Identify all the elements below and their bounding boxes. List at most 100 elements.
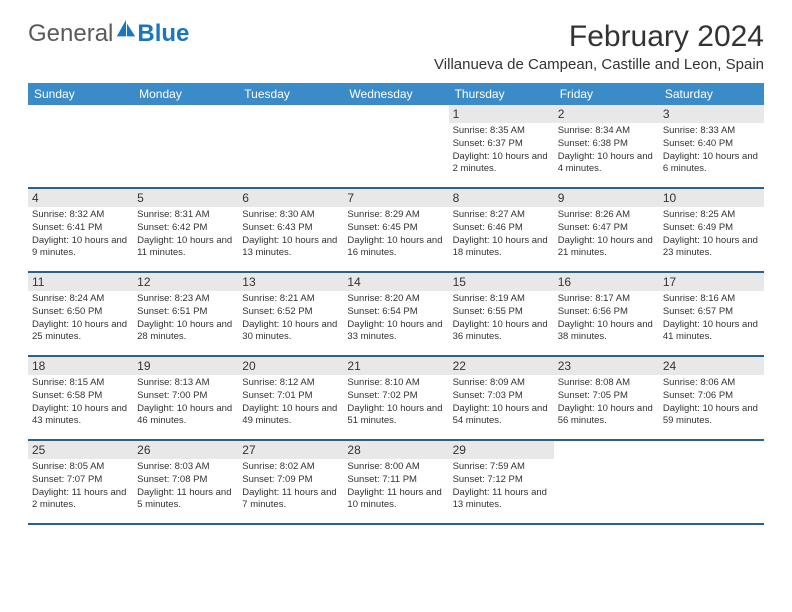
day-number-band: 20: [238, 357, 343, 375]
day-info: Sunrise: 8:12 AMSunset: 7:01 PMDaylight:…: [242, 377, 339, 428]
day-number: 2: [558, 107, 655, 121]
day-number-band: 2: [554, 105, 659, 123]
logo: General Blue: [28, 20, 189, 48]
day-number: 29: [453, 443, 550, 457]
week-row: 18 Sunrise: 8:15 AMSunset: 6:58 PMDayligh…: [28, 357, 764, 441]
day-info: Sunrise: 8:09 AMSunset: 7:03 PMDaylight:…: [453, 377, 550, 428]
day-cell: 26 Sunrise: 8:03 AMSunset: 7:08 PMDayligh…: [133, 441, 238, 523]
day-info: Sunrise: 8:15 AMSunset: 6:58 PMDaylight:…: [32, 377, 129, 428]
day-cell: 4Sunrise: 8:32 AMSunset: 6:41 PMDaylight…: [28, 189, 133, 271]
day-number: 28: [347, 443, 444, 457]
day-number: 5: [137, 191, 234, 205]
day-cell: 12 Sunrise: 8:23 AMSunset: 6:51 PMDayligh…: [133, 273, 238, 355]
day-number: 4: [32, 191, 129, 205]
day-cell: 3 Sunrise: 8:33 AMSunset: 6:40 PMDaylight…: [659, 105, 764, 187]
weekday-header-row: SundayMondayTuesdayWednesdayThursdayFrid…: [28, 83, 764, 105]
weeks-container: 1Sunrise: 8:35 AMSunset: 6:37 PMDaylight…: [28, 105, 764, 525]
day-number-band: 9: [554, 189, 659, 207]
logo-text-general: General: [28, 20, 113, 48]
weekday-header: Wednesday: [343, 83, 448, 105]
day-number: 21: [347, 359, 444, 373]
day-number: 6: [242, 191, 339, 205]
day-info: Sunrise: 8:30 AMSunset: 6:43 PMDaylight:…: [242, 209, 339, 260]
day-cell: 21 Sunrise: 8:10 AMSunset: 7:02 PMDayligh…: [343, 357, 448, 439]
day-number: 14: [347, 275, 444, 289]
day-info: Sunrise: 8:20 AMSunset: 6:54 PMDaylight:…: [347, 293, 444, 344]
day-number: 13: [242, 275, 339, 289]
day-number-band: 4: [28, 189, 133, 207]
day-cell: 11 Sunrise: 8:24 AMSunset: 6:50 PMDayligh…: [28, 273, 133, 355]
day-number: 8: [453, 191, 550, 205]
day-number: 16: [558, 275, 655, 289]
week-row: 4Sunrise: 8:32 AMSunset: 6:41 PMDaylight…: [28, 189, 764, 273]
day-number-band: 24: [659, 357, 764, 375]
day-number: 27: [242, 443, 339, 457]
day-number-band: 16: [554, 273, 659, 291]
day-info: Sunrise: 8:10 AMSunset: 7:02 PMDaylight:…: [347, 377, 444, 428]
day-cell: 25Sunrise: 8:05 AMSunset: 7:07 PMDayligh…: [28, 441, 133, 523]
day-info: Sunrise: 8:02 AMSunset: 7:09 PMDaylight:…: [242, 461, 339, 512]
empty-day-cell: [343, 105, 448, 187]
empty-day-cell: [554, 441, 659, 523]
calendar-grid: SundayMondayTuesdayWednesdayThursdayFrid…: [28, 83, 764, 525]
day-number-band: 26: [133, 441, 238, 459]
day-number-band: 21: [343, 357, 448, 375]
day-info: Sunrise: 8:35 AMSunset: 6:37 PMDaylight:…: [453, 125, 550, 176]
day-info: Sunrise: 8:19 AMSunset: 6:55 PMDaylight:…: [453, 293, 550, 344]
week-row: 1Sunrise: 8:35 AMSunset: 6:37 PMDaylight…: [28, 105, 764, 189]
day-number-band: 19: [133, 357, 238, 375]
month-title: February 2024: [434, 20, 764, 54]
day-number-band: 15: [449, 273, 554, 291]
day-info: Sunrise: 8:27 AMSunset: 6:46 PMDaylight:…: [453, 209, 550, 260]
empty-day-cell: [133, 105, 238, 187]
day-number: 23: [558, 359, 655, 373]
day-cell: 13Sunrise: 8:21 AMSunset: 6:52 PMDayligh…: [238, 273, 343, 355]
day-number-band: 5: [133, 189, 238, 207]
weekday-header: Thursday: [449, 83, 554, 105]
day-info: Sunrise: 8:31 AMSunset: 6:42 PMDaylight:…: [137, 209, 234, 260]
empty-day-cell: [659, 441, 764, 523]
day-number-band: 10: [659, 189, 764, 207]
day-info: Sunrise: 8:24 AMSunset: 6:50 PMDaylight:…: [32, 293, 129, 344]
day-cell: 27 Sunrise: 8:02 AMSunset: 7:09 PMDayligh…: [238, 441, 343, 523]
title-block: February 2024 Villanueva de Campean, Cas…: [434, 20, 764, 73]
day-number: 15: [453, 275, 550, 289]
day-number: 10: [663, 191, 760, 205]
day-number-band: 25: [28, 441, 133, 459]
day-number: 11: [32, 275, 129, 289]
day-cell: 28Sunrise: 8:00 AMSunset: 7:11 PMDayligh…: [343, 441, 448, 523]
week-row: 11 Sunrise: 8:24 AMSunset: 6:50 PMDayligh…: [28, 273, 764, 357]
week-row: 25Sunrise: 8:05 AMSunset: 7:07 PMDayligh…: [28, 441, 764, 525]
day-number-band: 11: [28, 273, 133, 291]
day-cell: 17Sunrise: 8:16 AMSunset: 6:57 PMDayligh…: [659, 273, 764, 355]
day-number: 22: [453, 359, 550, 373]
day-cell: 24Sunrise: 8:06 AMSunset: 7:06 PMDayligh…: [659, 357, 764, 439]
day-info: Sunrise: 8:26 AMSunset: 6:47 PMDaylight:…: [558, 209, 655, 260]
weekday-header: Friday: [554, 83, 659, 105]
day-cell: 15 Sunrise: 8:19 AMSunset: 6:55 PMDayligh…: [449, 273, 554, 355]
day-number-band: 3: [659, 105, 764, 123]
day-number-band: 7: [343, 189, 448, 207]
day-info: Sunrise: 8:33 AMSunset: 6:40 PMDaylight:…: [663, 125, 760, 176]
day-number: 25: [32, 443, 129, 457]
day-number: 19: [137, 359, 234, 373]
day-number-band: 14: [343, 273, 448, 291]
day-info: Sunrise: 8:23 AMSunset: 6:51 PMDaylight:…: [137, 293, 234, 344]
day-cell: 20 Sunrise: 8:12 AMSunset: 7:01 PMDayligh…: [238, 357, 343, 439]
day-number-band: 12: [133, 273, 238, 291]
page-header: General Blue February 2024 Villanueva de…: [28, 20, 764, 73]
day-cell: 19Sunrise: 8:13 AMSunset: 7:00 PMDayligh…: [133, 357, 238, 439]
day-cell: 18 Sunrise: 8:15 AMSunset: 6:58 PMDayligh…: [28, 357, 133, 439]
day-info: Sunrise: 8:03 AMSunset: 7:08 PMDaylight:…: [137, 461, 234, 512]
day-number-band: 29: [449, 441, 554, 459]
day-cell: 7 Sunrise: 8:29 AMSunset: 6:45 PMDaylight…: [343, 189, 448, 271]
day-info: Sunrise: 8:08 AMSunset: 7:05 PMDaylight:…: [558, 377, 655, 428]
day-info: Sunrise: 8:29 AMSunset: 6:45 PMDaylight:…: [347, 209, 444, 260]
day-number: 18: [32, 359, 129, 373]
day-number: 12: [137, 275, 234, 289]
day-number-band: 22: [449, 357, 554, 375]
day-info: Sunrise: 8:34 AMSunset: 6:38 PMDaylight:…: [558, 125, 655, 176]
weekday-header: Saturday: [659, 83, 764, 105]
day-number: 17: [663, 275, 760, 289]
weekday-header: Monday: [133, 83, 238, 105]
